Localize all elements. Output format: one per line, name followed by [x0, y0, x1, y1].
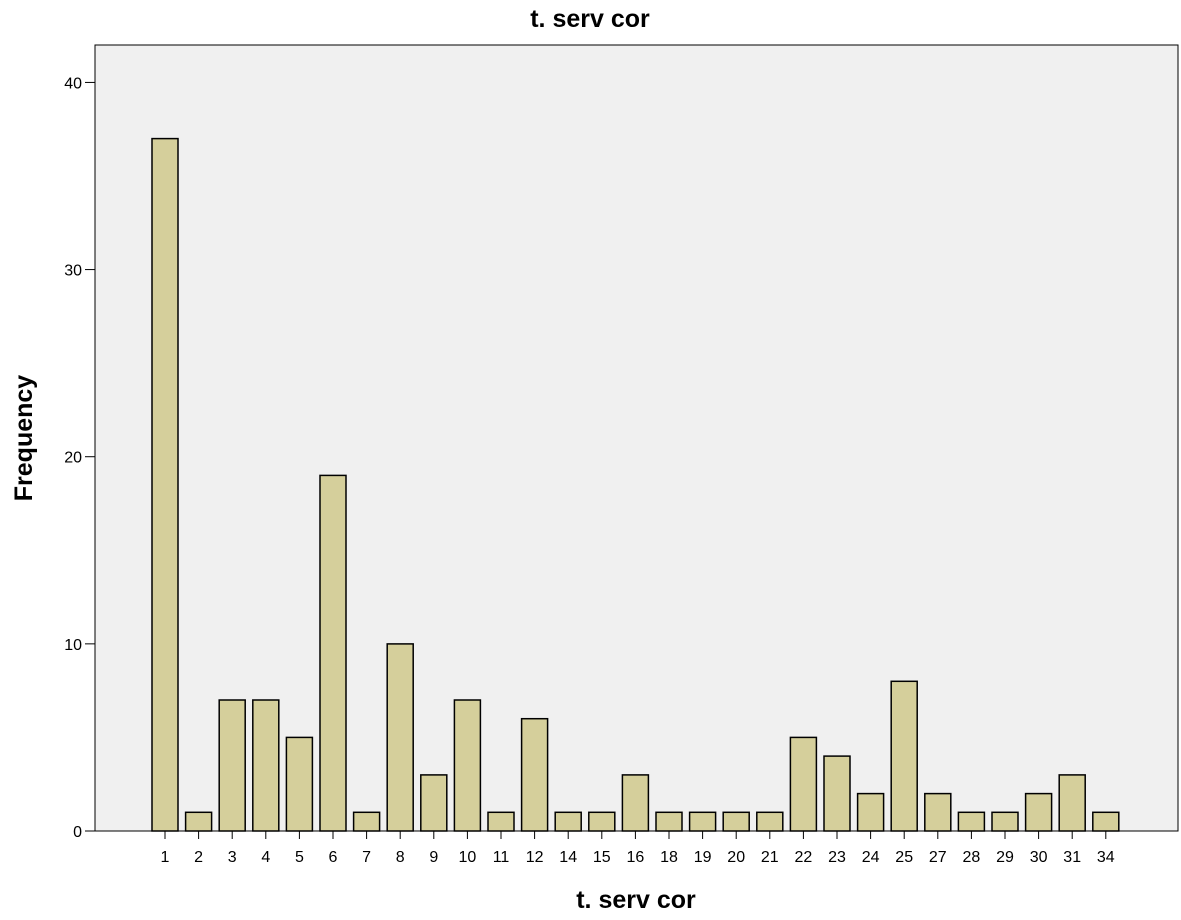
- x-tick-label: 9: [429, 849, 438, 866]
- x-tick-label: 24: [862, 849, 880, 866]
- bar-18: [655, 811, 683, 832]
- bar-25: [890, 680, 918, 832]
- bar-22: [789, 736, 818, 832]
- bar-16: [621, 774, 650, 832]
- bar-11: [487, 811, 515, 832]
- bars-group: [151, 137, 1120, 832]
- x-tick-label: 16: [627, 849, 645, 866]
- bar-24: [856, 792, 885, 832]
- x-tick-label: 10: [459, 849, 477, 866]
- x-tick-label: 27: [929, 849, 947, 866]
- x-tick-label: 11: [493, 849, 510, 866]
- x-tick-label: 30: [1030, 849, 1048, 866]
- x-axis-label: t. serv cor: [576, 886, 696, 914]
- bar-34: [1092, 811, 1120, 832]
- x-tick-label: 6: [329, 849, 338, 866]
- x-tick-label: 14: [559, 849, 577, 866]
- bar-23: [823, 755, 851, 832]
- bar-29: [991, 811, 1019, 832]
- bar-10: [453, 699, 482, 832]
- bar-21: [756, 811, 784, 832]
- y-axis-label: Frequency: [10, 375, 38, 502]
- x-tick-label: 5: [295, 849, 304, 866]
- bar-4: [252, 699, 280, 832]
- bar-20: [722, 811, 750, 832]
- x-tick-label: 28: [963, 849, 981, 866]
- bar-19: [688, 811, 717, 832]
- bar-5: [285, 736, 314, 832]
- y-tick-label: 10: [64, 637, 82, 654]
- x-tick-label: 15: [593, 849, 611, 866]
- x-tick-label: 4: [261, 849, 270, 866]
- bar-30: [1024, 792, 1053, 832]
- bar-1: [151, 137, 179, 832]
- x-tick-label: 34: [1097, 849, 1115, 866]
- x-tick-label: 12: [526, 849, 544, 866]
- bar-6: [319, 474, 347, 832]
- y-tick-label: 30: [64, 263, 82, 280]
- x-tick-label: 7: [362, 849, 371, 866]
- bar-9: [420, 774, 448, 832]
- y-tick-label: 20: [64, 450, 82, 467]
- bar-27: [924, 792, 952, 832]
- y-tick-label: 40: [64, 75, 82, 92]
- x-tick-label: 20: [727, 849, 745, 866]
- x-tick-label: 23: [828, 849, 846, 866]
- x-tick-label: 8: [396, 849, 405, 866]
- x-tick-label: 1: [161, 849, 170, 866]
- x-tick-label: 29: [996, 849, 1014, 866]
- bar-15: [588, 811, 616, 832]
- bar-3: [218, 699, 246, 832]
- x-tick-label: 3: [228, 849, 237, 866]
- bar-28: [957, 811, 986, 832]
- bar-8: [386, 643, 414, 832]
- bar-2: [184, 811, 213, 832]
- bar-12: [520, 717, 549, 832]
- y-axis: 0 10 20 30 40: [64, 75, 95, 841]
- x-tick-label: 18: [660, 849, 678, 866]
- x-tick-label: 19: [694, 849, 712, 866]
- x-tick-label: 2: [194, 849, 203, 866]
- x-tick-label: 22: [795, 849, 813, 866]
- x-tick-label: 31: [1063, 849, 1081, 866]
- x-axis: 1 2 3 4 5 6 7 8 9 10 11 12 14 15 16 18 19 20 21 22 23 24 25 27 2…: [161, 831, 1115, 866]
- bar-31: [1058, 774, 1086, 832]
- y-tick-label: 0: [73, 824, 82, 841]
- x-tick-label: 25: [895, 849, 913, 866]
- chart-title: t. serv cor: [530, 5, 650, 33]
- x-tick-label: 21: [761, 849, 779, 866]
- bar-7: [352, 811, 381, 832]
- bar-14: [554, 811, 582, 832]
